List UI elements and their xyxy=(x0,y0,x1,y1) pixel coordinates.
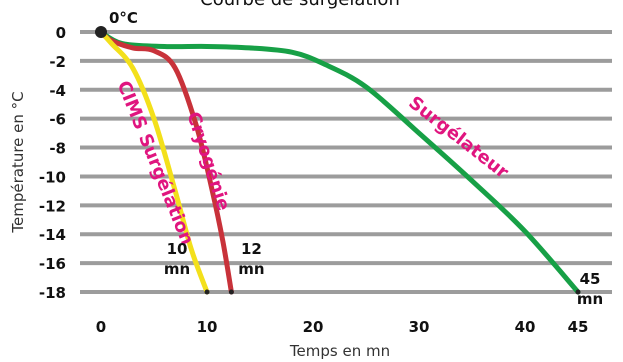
origin-dot xyxy=(95,26,107,38)
annotation-2-unit: mn xyxy=(238,260,264,278)
annotation-2: 12 xyxy=(241,240,262,258)
x-tick-label-1: 10 xyxy=(197,318,218,336)
series-end-dot-2 xyxy=(575,289,581,295)
annotation-1: 10 xyxy=(167,240,188,258)
y-tick-label-2: -4 xyxy=(49,82,66,100)
y-tick-label-1: -2 xyxy=(49,53,66,71)
y-tick-label-8: -16 xyxy=(39,255,66,273)
y-tick-label-3: -6 xyxy=(49,111,66,129)
y-axis-label: Température en °C xyxy=(9,91,27,233)
x-tick-label-3: 30 xyxy=(409,318,430,336)
y-tick-label-5: -10 xyxy=(39,168,66,186)
y-tick-label-6: -12 xyxy=(39,197,66,215)
x-tick-label-4: 40 xyxy=(515,318,536,336)
series-label-1: Cryogénie xyxy=(182,109,234,213)
series-label-0: CIMS Surgélation xyxy=(113,78,198,248)
x-tick-label-2: 20 xyxy=(303,318,324,336)
series-lines xyxy=(98,29,581,295)
series-end-dot-0 xyxy=(204,289,210,295)
annotations: 0°C 10 mn 12 mn 45 mn xyxy=(95,9,603,308)
series-end-dot-1 xyxy=(228,289,234,295)
chart-top-caption: Courbe de surgélation xyxy=(200,0,400,10)
x-tick-label-5: 45 xyxy=(568,318,589,336)
y-tick-label-0: 0 xyxy=(56,24,66,42)
x-axis-label: Temps en mn xyxy=(289,342,390,360)
annotation-3-unit: mn xyxy=(577,290,603,308)
series-line-2 xyxy=(98,29,581,295)
series-line-1 xyxy=(98,29,234,295)
y-tick-label-7: -14 xyxy=(39,226,66,244)
series-line-0 xyxy=(98,29,210,295)
y-tick-label-9: -18 xyxy=(39,284,66,302)
x-tick-labels: 0 10 20 30 40 45 xyxy=(96,318,589,336)
y-tick-label-4: -8 xyxy=(49,140,66,158)
annotation-1-unit: mn xyxy=(164,260,190,278)
annotation-3: 45 xyxy=(580,270,601,288)
annotation-0: 0°C xyxy=(109,9,138,27)
y-tick-labels: 0 -2 -4 -6 -8 -10 -12 -14 -16 -18 xyxy=(39,24,66,302)
x-tick-label-0: 0 xyxy=(96,318,106,336)
